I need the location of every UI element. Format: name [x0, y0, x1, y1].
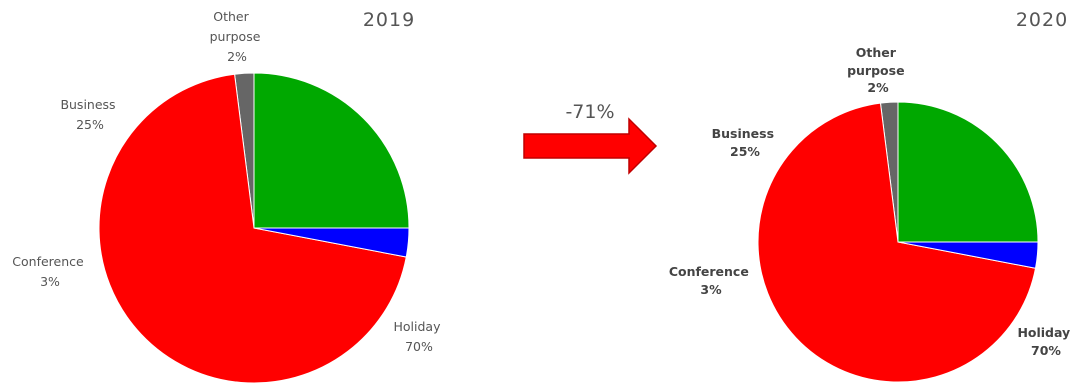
- label-other-purpose-2020-name2: purpose: [847, 63, 904, 78]
- chart-title-2020: 2020: [1016, 9, 1068, 31]
- label-other-purpose-2019-name: Other: [213, 9, 249, 24]
- change-indicator: -71%: [523, 101, 658, 175]
- label-conference-2020: Conference 3%: [669, 264, 753, 297]
- label-conference-2019-name: Conference: [12, 254, 84, 269]
- label-business-2020-pct: 25%: [730, 144, 760, 159]
- change-label: -71%: [565, 101, 614, 123]
- label-conference-2020-name: Conference: [669, 264, 749, 279]
- label-holiday-2020: Holiday 70%: [1017, 325, 1074, 358]
- pie-slice-business-2019: [253, 72, 410, 229]
- label-other-purpose-2019: Other purpose 2%: [210, 9, 265, 64]
- label-other-purpose-2020-pct: 2%: [867, 80, 889, 95]
- label-other-purpose-2019-name2: purpose: [210, 29, 261, 44]
- chart-title-2019: 2019: [363, 9, 415, 31]
- label-other-purpose-2019-pct: 2%: [227, 49, 247, 64]
- label-other-purpose-2020: Other purpose 2%: [847, 45, 909, 95]
- pie-chart-2019: 2019 Other purpose 2% Business 25% Confe…: [12, 9, 445, 384]
- label-holiday-2019-name: Holiday: [394, 319, 442, 334]
- label-holiday-2020-name: Holiday: [1017, 325, 1070, 340]
- label-business-2019-name: Business: [60, 97, 115, 112]
- label-holiday-2019-pct: 70%: [405, 339, 433, 354]
- label-holiday-2020-pct: 70%: [1031, 343, 1061, 358]
- arrow-right-icon: [523, 117, 658, 175]
- label-conference-2020-pct: 3%: [700, 282, 722, 297]
- label-business-2019: Business 25%: [60, 97, 119, 132]
- label-conference-2019-pct: 3%: [40, 274, 60, 289]
- pie-slices-2019: [98, 72, 410, 384]
- label-conference-2019: Conference 3%: [12, 254, 87, 289]
- pie-slice-holiday-2020: [757, 102, 1037, 383]
- label-holiday-2019: Holiday 70%: [394, 319, 445, 354]
- label-other-purpose-2020-name: Other: [856, 45, 897, 60]
- pie-slice-holiday-2019: [98, 73, 407, 384]
- pie-slice-business-2020: [897, 101, 1039, 243]
- pie-slices-2020: [757, 101, 1039, 383]
- label-business-2020: Business 25%: [712, 126, 779, 159]
- pie-chart-2020: 2020 Other purpose 2% Business 25% Confe…: [669, 9, 1074, 383]
- label-business-2020-name: Business: [712, 126, 774, 141]
- label-business-2019-pct: 25%: [76, 117, 104, 132]
